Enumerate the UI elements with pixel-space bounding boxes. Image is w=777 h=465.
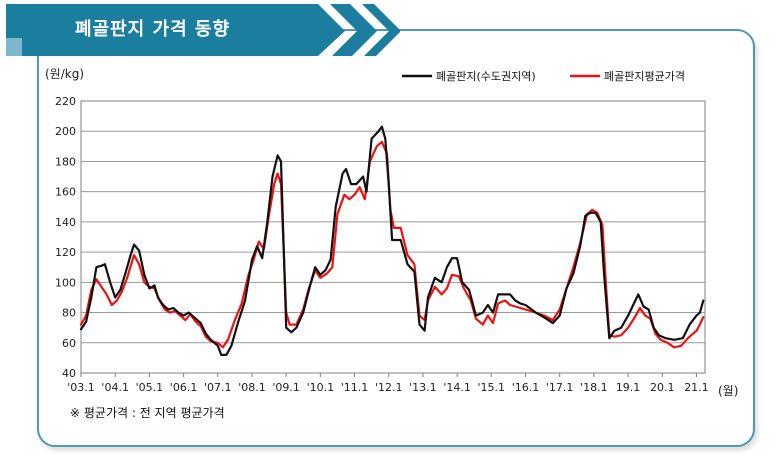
y-tick-label: 80 <box>62 307 76 320</box>
x-tick-label: '08.1 <box>238 381 266 394</box>
x-axis: '03.1 '04.1 '05.1 '06.1 '07.1 '08.1 '09.1 '10.1… <box>67 373 709 394</box>
x-tick-label: 21.1 <box>684 381 709 394</box>
legend-label-average: 폐골판지평균가격 <box>604 70 685 83</box>
y-tick-label: 160 <box>55 186 76 199</box>
y-tick-label: 200 <box>55 125 76 138</box>
y-tick-label: 60 <box>62 337 76 350</box>
x-tick-label: '12.1 <box>375 381 403 394</box>
y-tick-label: 120 <box>55 246 76 259</box>
series-line-average <box>79 140 705 349</box>
series-lines <box>79 125 705 356</box>
x-tick-label: '05.1 <box>136 381 164 394</box>
x-tick-label: 19.1 <box>616 381 641 394</box>
y-axis-label: (원/kg) <box>45 67 84 81</box>
page-title: 폐골판지 가격 동향 <box>75 19 231 40</box>
x-tick-label: '06.1 <box>170 381 198 394</box>
chart-panel <box>37 29 755 447</box>
y-axis: 40 60 80 100 120 140 160 180 200 220 <box>55 95 76 380</box>
y-tick-label: 180 <box>55 155 76 168</box>
legend: 폐골판지(수도권지역) 폐골판지평균가격 <box>402 70 685 83</box>
plot-area <box>80 100 706 374</box>
arrow-chevron-icon <box>362 4 400 56</box>
legend-label-capital-region: 폐골판지(수도권지역) <box>436 70 536 83</box>
x-tick-label: '16.1 <box>512 381 540 394</box>
x-tick-label: '10.1 <box>307 381 335 394</box>
x-tick-label: '13.1 <box>409 381 437 394</box>
x-tick-label: '18.1 <box>580 381 608 394</box>
x-tick-label: '03.1 <box>67 381 95 394</box>
x-tick-label: '09.1 <box>272 381 300 394</box>
x-tick-label: 20.1 <box>650 381 675 394</box>
series-line-capital-region <box>79 125 705 356</box>
x-axis-label: (월) <box>718 384 738 398</box>
arrow-chevron-icon <box>330 4 377 56</box>
x-tick-label: '14.1 <box>443 381 471 394</box>
title-banner <box>6 4 400 56</box>
banner-fold <box>6 38 22 56</box>
y-tick-label: 220 <box>55 95 76 108</box>
x-tick-label: '07.1 <box>204 381 232 394</box>
y-tick-label: 100 <box>55 276 76 289</box>
x-tick-label: '11.1 <box>341 381 369 394</box>
x-tick-label: '15.1 <box>478 381 506 394</box>
banner-shape <box>6 4 345 56</box>
gridlines <box>81 130 705 344</box>
footnote: ※ 평균가격 : 전 지역 평균가격 <box>70 406 225 420</box>
y-tick-label: 140 <box>55 216 76 229</box>
x-tick-label: '17.1 <box>546 381 574 394</box>
y-tick-label: 40 <box>62 367 76 380</box>
x-tick-label: '04.1 <box>101 381 129 394</box>
